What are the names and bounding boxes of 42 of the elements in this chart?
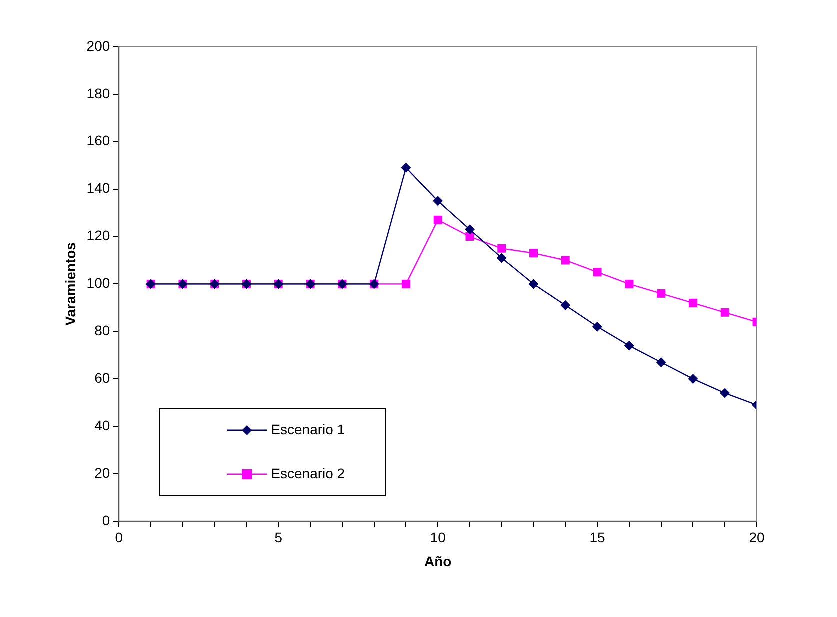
point <box>402 280 410 288</box>
point <box>656 357 666 368</box>
point <box>593 268 602 277</box>
y-tick-label: 60 <box>94 370 110 386</box>
point <box>560 300 571 311</box>
legend-label: Escenario 1 <box>271 421 346 438</box>
y-tick-label: 100 <box>86 275 110 292</box>
point <box>720 388 730 398</box>
point <box>433 196 444 206</box>
y-tick-label: 180 <box>86 85 110 102</box>
point <box>592 322 603 332</box>
y-tick-label: 160 <box>86 132 110 149</box>
point <box>434 216 442 224</box>
x-tick-label: 5 <box>274 530 283 546</box>
x-tick-label: 10 <box>430 530 446 546</box>
y-tick-label: 40 <box>94 417 110 434</box>
point <box>561 256 570 265</box>
point <box>496 253 507 264</box>
x-tick-label: 0 <box>115 530 124 546</box>
y-tick-label: 200 <box>86 38 110 54</box>
y-tick-label: 20 <box>94 464 110 481</box>
point <box>466 232 474 242</box>
y-tick-label: 140 <box>86 180 110 196</box>
y-tick-label: 120 <box>86 228 110 244</box>
legend-label: Escenario 2 <box>271 465 346 482</box>
x-tick-label: 15 <box>590 530 606 546</box>
y-tick-label: 0 <box>102 512 110 528</box>
point <box>657 289 666 298</box>
point <box>528 279 539 290</box>
x-tick-label: 20 <box>749 530 765 546</box>
point <box>720 308 730 317</box>
point <box>498 244 506 253</box>
point <box>530 249 538 258</box>
x-axis-title: Año <box>424 553 452 570</box>
point <box>401 162 412 173</box>
point <box>624 340 634 351</box>
y-axis-title: Varamientos <box>62 242 78 326</box>
point <box>688 374 698 384</box>
y-tick-label: 80 <box>94 322 110 338</box>
point <box>625 280 634 288</box>
point <box>464 224 475 235</box>
point <box>688 298 698 308</box>
